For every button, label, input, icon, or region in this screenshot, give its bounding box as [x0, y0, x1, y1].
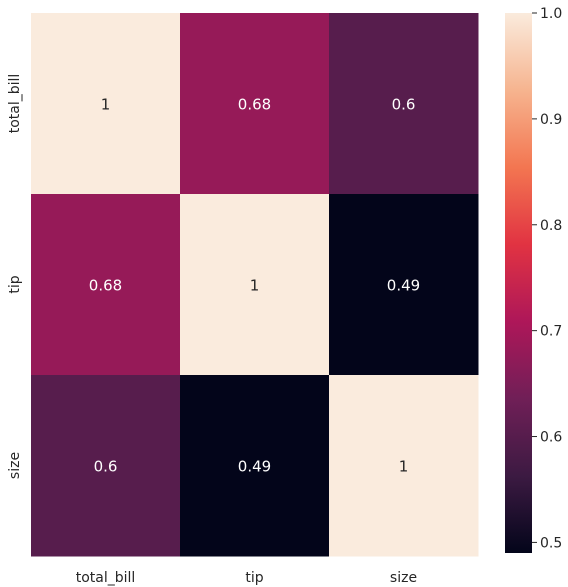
heatmap-cell	[180, 13, 330, 195]
y-tick-label: size	[7, 452, 23, 479]
cell-annotation: 0.68	[89, 277, 122, 295]
cell-annotation: 0.68	[238, 96, 271, 114]
x-tick-label: size	[390, 570, 417, 586]
colorbar-tick-label: 0.6	[540, 430, 562, 446]
colorbar-tick-label: 0.5	[540, 535, 562, 551]
cell-annotation: 1	[399, 458, 409, 476]
heatmap-cell	[31, 13, 181, 195]
colorbar-tick-label: 0.7	[540, 324, 562, 340]
cell-annotations: 1 0.68 0.6 0.68 1 0.49 0.6 0.49 1	[89, 96, 420, 476]
heatmap-cells	[31, 13, 479, 557]
colorbar-tick-label: 0.8	[540, 218, 562, 234]
y-tick-label: total_bill	[7, 74, 23, 134]
heatmap-cell	[329, 194, 479, 376]
cell-annotation: 1	[101, 96, 111, 114]
x-axis-ticks: total_bill tip size	[76, 570, 417, 586]
heatmap-cell	[31, 194, 181, 376]
x-tick-label: total_bill	[76, 570, 136, 586]
cell-annotation: 0.49	[238, 458, 271, 476]
colorbar-ticks: 0.5 0.6 0.7 0.8 0.9 1.0	[532, 6, 562, 551]
x-tick-label: tip	[245, 570, 263, 586]
cell-annotation: 0.6	[392, 96, 416, 114]
cell-annotation: 0.49	[387, 277, 420, 295]
cell-annotation: 0.6	[94, 458, 118, 476]
colorbar-tick-label: 0.9	[540, 112, 562, 128]
cell-annotation: 1	[250, 277, 260, 295]
heatmap-cell	[329, 13, 479, 195]
colorbar	[505, 13, 532, 553]
heatmap-cell	[180, 375, 330, 557]
heatmap-cell	[329, 375, 479, 557]
heatmap-cell	[180, 194, 330, 376]
heatmap-cell	[31, 375, 181, 557]
y-tick-label: tip	[7, 275, 23, 293]
colorbar-tick-label: 1.0	[540, 6, 562, 22]
